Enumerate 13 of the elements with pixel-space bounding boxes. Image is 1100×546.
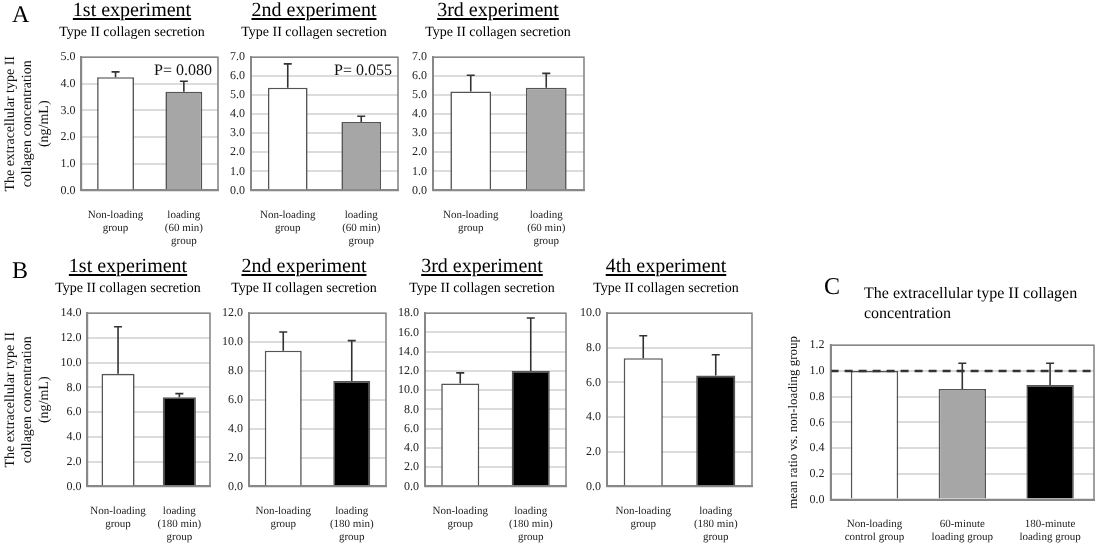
chart-title: 2nd experiment <box>239 256 369 280</box>
annotation: P= 0.055 <box>334 61 392 80</box>
chart-title: 3rd experiment <box>419 256 545 280</box>
chart-title: 1st experiment <box>70 0 194 24</box>
text: B <box>12 256 29 286</box>
chart-title: The extracellular type II collagen concentration <box>864 284 1080 324</box>
chart-title: 2nd experiment <box>249 0 379 24</box>
text: C <box>824 272 841 302</box>
chart-title: 3rd experiment <box>435 0 561 24</box>
annotation: P= 0.080 <box>154 61 212 80</box>
chart-title: 1st experiment <box>66 256 190 280</box>
text: A <box>12 0 30 30</box>
chart-title: 4th experiment <box>603 256 729 280</box>
